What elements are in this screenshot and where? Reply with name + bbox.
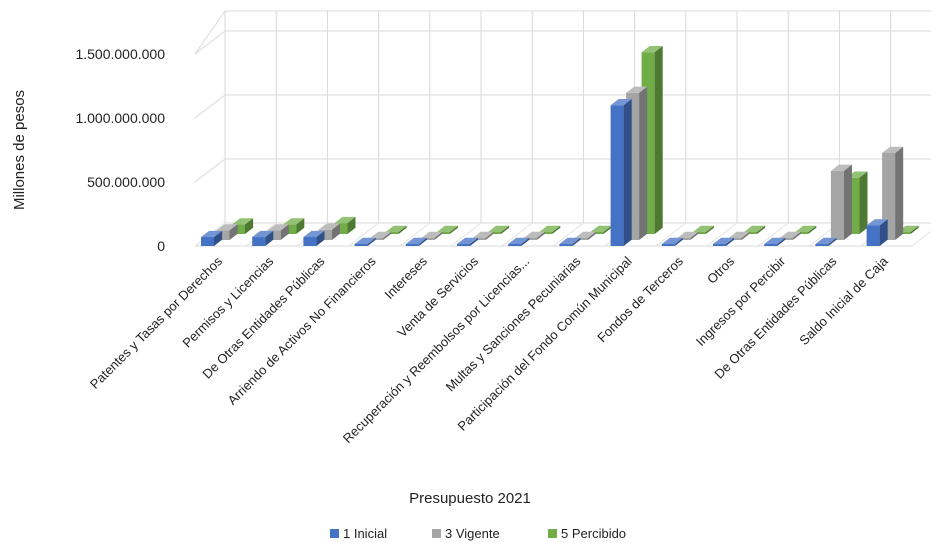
bar-5-percibido	[539, 225, 561, 234]
gridline-floor	[501, 222, 533, 247]
bar-1-inicial	[764, 237, 786, 246]
y-tick-label: 0	[157, 238, 165, 254]
bar-3-vigente	[779, 231, 801, 240]
gridline-side	[194, 10, 226, 55]
bar-1-inicial	[508, 237, 530, 246]
bar-5-percibido	[795, 225, 817, 234]
bar-1-inicial	[354, 237, 376, 246]
bar-1-inicial	[661, 237, 683, 246]
bar-3-vigente	[728, 231, 750, 240]
y-tick-label: 1.000.000.000	[75, 110, 165, 126]
gridline-floor	[757, 222, 789, 247]
bar-3-vigente	[677, 231, 699, 240]
x-tick-label: Ingresos por Percibir	[693, 253, 789, 349]
legend-label: 5 Percibido	[561, 526, 626, 541]
bar-3-vigente	[882, 146, 904, 240]
bars	[201, 46, 919, 247]
y-axis: 0 500.000.000 1.000.000.000 1.500.000.000	[75, 46, 165, 254]
bar-3-vigente	[830, 164, 852, 240]
legend-item: 3 Vigente	[432, 526, 500, 541]
bar-3-vigente	[267, 224, 289, 240]
gridline-floor	[399, 222, 431, 247]
bar-1-inicial	[252, 230, 274, 246]
bar-1-inicial	[713, 237, 735, 246]
bar-5-percibido	[436, 225, 458, 234]
gridline-floor	[553, 222, 584, 247]
x-tick-label: Saldo Inicial de Caja	[796, 253, 891, 348]
x-tick-label: Intereses	[381, 253, 430, 302]
x-tick-label: Permisos y Licencias	[179, 253, 276, 350]
bar-5-percibido	[385, 225, 407, 234]
gridline-side	[194, 158, 226, 183]
legend-label: 1 Inicial	[343, 526, 387, 541]
gridline-floor	[450, 222, 482, 247]
legend-swatch	[330, 529, 339, 538]
bar-1-inicial	[303, 230, 325, 246]
bar-1-inicial	[559, 237, 581, 246]
bar-1-inicial	[457, 237, 479, 246]
y-axis-title: Millones de pesos	[11, 90, 28, 210]
legend-label: 3 Vigente	[445, 526, 500, 541]
bar-3-vigente	[370, 231, 392, 240]
bar-1-inicial	[201, 230, 223, 246]
y-tick-label: 500.000.000	[87, 174, 165, 190]
gridline-side	[194, 94, 226, 119]
legend: 1 Inicial 3 Vigente 5 Percibido	[330, 526, 626, 541]
bar-3-vigente	[523, 231, 545, 240]
bar-1-inicial	[610, 98, 632, 247]
gridline-floor	[911, 230, 931, 247]
bar-1-inicial	[815, 237, 837, 246]
bar-5-percibido	[744, 225, 766, 234]
legend-swatch	[548, 529, 557, 538]
bar-3-vigente	[216, 224, 238, 240]
gridline-floor	[655, 222, 687, 247]
legend-item: 1 Inicial	[330, 526, 387, 541]
legend-swatch	[432, 529, 441, 538]
bar-5-percibido	[692, 225, 714, 234]
bar-3-vigente	[421, 231, 443, 240]
bar-5-percibido	[334, 216, 356, 234]
bar-5-percibido	[590, 225, 612, 234]
legend-item: 5 Percibido	[548, 526, 626, 541]
bar-1-inicial	[405, 237, 427, 246]
bar-5-percibido	[283, 218, 305, 234]
bar-1-inicial	[866, 219, 888, 246]
x-tick-label: Otros	[704, 253, 737, 286]
gridline-floor	[348, 222, 379, 247]
gridline-side	[194, 30, 226, 55]
grid	[194, 10, 931, 247]
bar-3-vigente	[472, 231, 494, 240]
x-axis-title: Presupuesto 2021	[409, 490, 531, 507]
x-tick-label: Recuperación y Reembolsos por Licencias.…	[340, 254, 533, 447]
bar-3-vigente	[318, 223, 340, 240]
bar-5-percibido	[488, 225, 510, 234]
y-tick-label: 1.500.000.000	[75, 46, 165, 62]
bar-3-vigente	[574, 231, 596, 240]
bar-5-percibido	[232, 218, 254, 234]
gridline-floor	[706, 222, 738, 247]
x-tick-label: Fondos de Terceros	[594, 253, 686, 345]
